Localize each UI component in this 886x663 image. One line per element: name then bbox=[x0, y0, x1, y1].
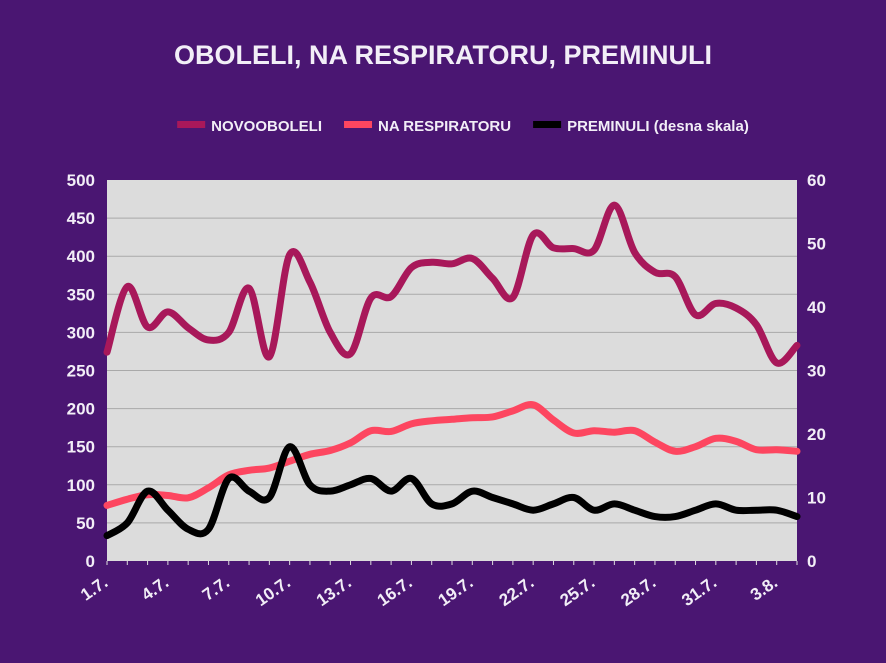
series-line-na-respiratoru bbox=[103, 401, 801, 509]
y-left-tick-label: 500 bbox=[67, 171, 95, 190]
series-line-preminuli bbox=[103, 443, 801, 540]
y-right-tick-label: 30 bbox=[807, 362, 826, 381]
legend-swatch-preminuli bbox=[533, 121, 562, 128]
x-tick-label: 13.7. bbox=[313, 573, 355, 610]
x-tick-label: 10.7. bbox=[252, 573, 294, 610]
legend-label-novooboleli: NOVOOBOLELI bbox=[211, 118, 322, 135]
y-left-tick-label: 200 bbox=[67, 400, 95, 419]
x-tick-label: 28.7. bbox=[617, 573, 659, 610]
x-tick-label: 25.7. bbox=[556, 573, 598, 610]
legend-label-na-respiratoru: NA RESPIRATORU bbox=[378, 118, 511, 135]
x-tick-label: 7.7. bbox=[199, 573, 233, 605]
y-left-tick-label: 100 bbox=[67, 476, 95, 495]
y-left-tick-label: 350 bbox=[67, 285, 95, 304]
x-tick-label: 3.8. bbox=[747, 573, 781, 605]
y-right-tick-label: 40 bbox=[807, 298, 826, 317]
chart-title: OBOLELI, NA RESPIRATORU, PREMINULI bbox=[173, 40, 713, 70]
y-right-tick-label: 20 bbox=[807, 425, 826, 444]
y-right-tick-label: 60 bbox=[807, 171, 826, 190]
y-right-tick-label: 50 bbox=[807, 235, 826, 254]
x-tick-label: 22.7. bbox=[496, 573, 538, 610]
series-line-novooboleli bbox=[103, 201, 801, 367]
y-left-tick-label: 300 bbox=[67, 323, 95, 342]
x-tick-label: 1.7. bbox=[77, 573, 111, 605]
x-tick-label: 16.7. bbox=[374, 573, 416, 610]
x-tick-label: 19.7. bbox=[435, 573, 477, 610]
y-left-tick-label: 50 bbox=[76, 514, 95, 533]
y-left-tick-label: 250 bbox=[67, 362, 95, 381]
y-left-tick-label: 150 bbox=[67, 438, 95, 457]
x-tick-label: 31.7. bbox=[678, 573, 720, 610]
y-left-tick-label: 0 bbox=[86, 552, 95, 571]
y-right-tick-label: 0 bbox=[807, 552, 816, 571]
legend-swatch-na-respiratoru bbox=[344, 121, 373, 128]
legend-label-preminuli: PREMINULI (desna skala) bbox=[567, 118, 749, 135]
y-left-tick-label: 400 bbox=[67, 247, 95, 266]
y-left-tick-label: 450 bbox=[67, 209, 95, 228]
legend-swatch-novooboleli bbox=[177, 121, 206, 128]
x-tick-label: 4.7. bbox=[138, 573, 172, 605]
y-right-tick-label: 10 bbox=[807, 489, 826, 508]
